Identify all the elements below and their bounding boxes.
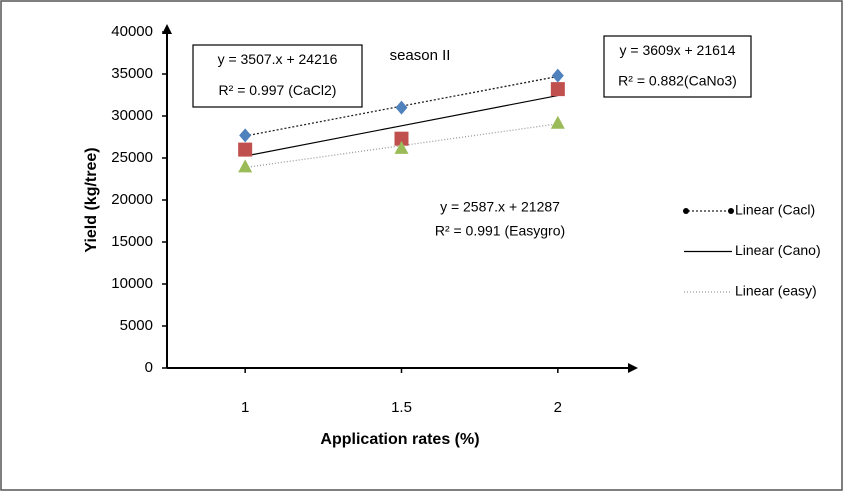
trend-line (245, 75, 558, 137)
y-tick-label: 35000 (111, 65, 153, 82)
y-tick-label: 30000 (111, 107, 153, 124)
trend-line (245, 94, 558, 157)
point (238, 159, 253, 173)
legend-label: Linear (Cano) (735, 242, 821, 258)
annotation-text: R² = 0.882(CaNo3) (618, 72, 737, 88)
y-tick-label: 5000 (120, 317, 153, 334)
y-tick-label: 15000 (111, 233, 153, 250)
point (394, 140, 409, 154)
point (394, 131, 409, 146)
legend-dot (728, 208, 734, 214)
y-tick-label: 40000 (111, 23, 153, 40)
annotation-box (603, 35, 752, 98)
annotation-text: y = 3609x + 21614 (620, 42, 736, 58)
annotation-text: y = 3507.x + 24216 (218, 51, 338, 67)
legend-dot (683, 208, 689, 214)
point (395, 100, 408, 115)
y-axis-label: Yield (kg/tree) (83, 147, 100, 252)
annotation-text: y = 2587.x + 21287 (440, 199, 560, 215)
x-tick-label: 1 (241, 399, 249, 416)
point (551, 68, 564, 83)
point (550, 115, 565, 129)
y-tick-label: 25000 (111, 149, 153, 166)
x-tick-label: 2 (554, 399, 562, 416)
x-tick-label: 1.5 (391, 399, 412, 416)
legend-label: Linear (Cacl) (735, 202, 815, 218)
point (238, 142, 253, 157)
annotation-text: R² = 0.991 (Easygro) (435, 223, 565, 239)
x-axis-label: Application rates (%) (320, 431, 479, 448)
annotation-text: R² = 0.997 (CaCl2) (219, 82, 337, 98)
x-axis-arrow (628, 363, 638, 373)
y-tick-label: 20000 (111, 191, 153, 208)
point (550, 82, 565, 97)
chart-title: season II (390, 47, 451, 64)
y-tick-label: 10000 (111, 275, 153, 292)
point (239, 128, 252, 143)
y-tick-label: 0 (145, 359, 153, 376)
legend-label: Linear (easy) (735, 283, 817, 299)
annotation-box (192, 44, 363, 108)
